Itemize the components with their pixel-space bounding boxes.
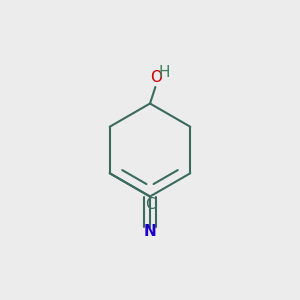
- Text: H: H: [158, 65, 169, 80]
- Text: N: N: [144, 224, 156, 239]
- Text: C: C: [145, 197, 155, 212]
- Text: O: O: [150, 70, 162, 85]
